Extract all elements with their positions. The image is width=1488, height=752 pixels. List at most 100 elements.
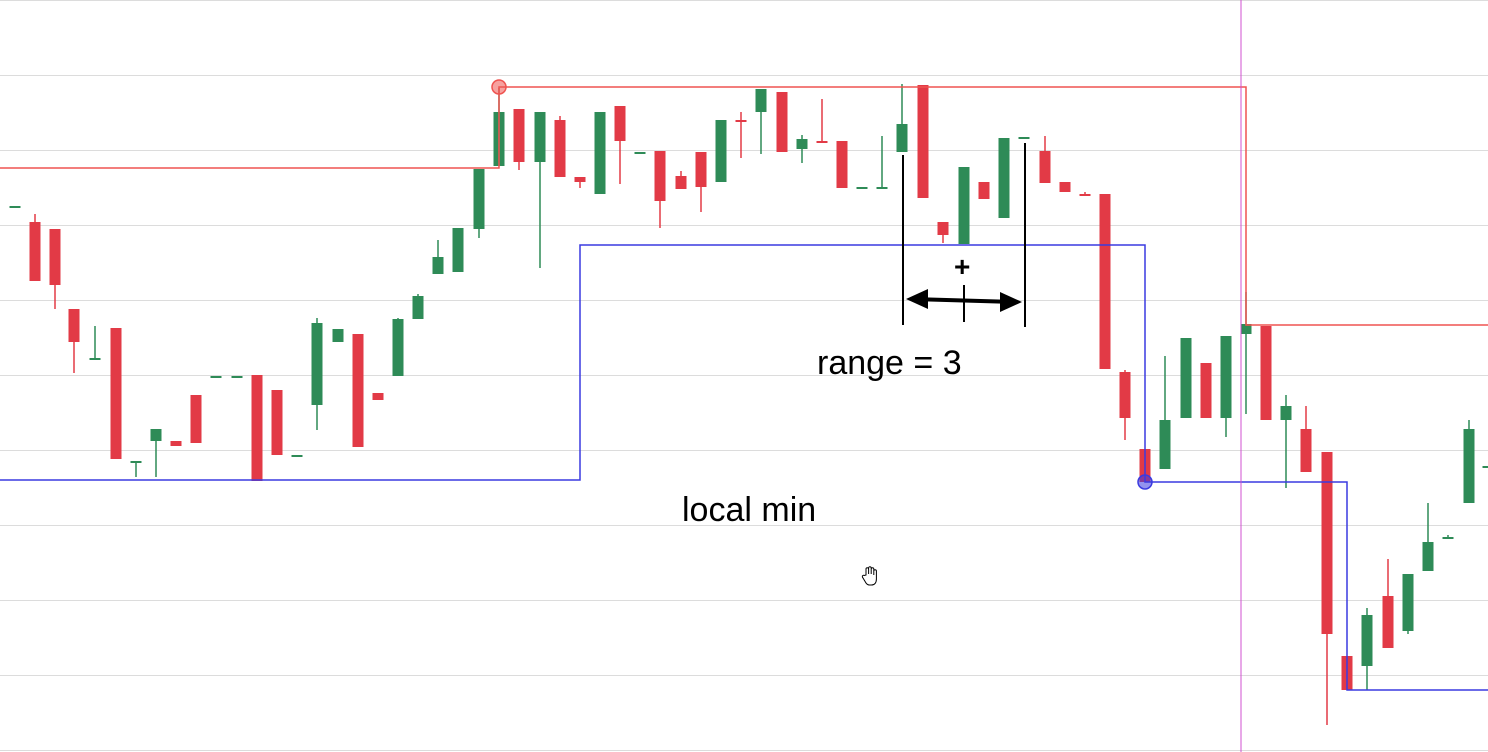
candle-body <box>170 441 182 446</box>
candle-body <box>998 138 1010 218</box>
candle-body <box>332 329 344 342</box>
candle-body <box>29 222 41 281</box>
candle-body <box>554 120 566 177</box>
candle <box>917 85 929 198</box>
candle <box>332 329 344 342</box>
candle <box>594 112 606 194</box>
range-label: range = 3 <box>817 344 962 382</box>
candle-body <box>89 358 101 360</box>
candle-body <box>1159 420 1171 469</box>
local-min-label: local min <box>682 491 816 529</box>
candle-body <box>634 152 646 154</box>
candle <box>1099 194 1111 369</box>
candle <box>836 141 848 188</box>
candle-body <box>190 395 202 443</box>
candle-body <box>1119 372 1131 418</box>
range-arrow-shaft <box>911 297 1016 304</box>
candle-body <box>1280 406 1292 420</box>
candle <box>998 138 1010 218</box>
candle-body <box>1361 615 1373 666</box>
candle-body <box>352 334 364 447</box>
candle <box>392 318 404 376</box>
candle-body <box>150 429 162 441</box>
candle <box>574 177 586 188</box>
candle-body <box>9 206 21 208</box>
candle <box>473 169 485 238</box>
candle <box>1220 336 1232 437</box>
candle-body <box>1099 194 1111 369</box>
candle-body <box>1039 151 1051 183</box>
candle-body <box>1240 324 1252 334</box>
candle-body <box>675 176 687 189</box>
candle-body <box>392 319 404 376</box>
candle-body <box>614 106 626 141</box>
candle <box>1059 182 1071 192</box>
candle <box>513 109 525 170</box>
candle-body <box>836 141 848 188</box>
candle <box>554 116 566 177</box>
candle <box>1463 420 1475 503</box>
candle-body <box>958 167 970 244</box>
candle <box>634 152 646 154</box>
candle <box>614 106 626 184</box>
candle <box>1482 466 1488 468</box>
candle <box>210 376 222 378</box>
candle-body <box>1079 194 1091 196</box>
candle <box>534 112 546 268</box>
candle <box>1200 363 1212 418</box>
candle-body <box>1382 596 1394 648</box>
candle-body <box>534 112 546 162</box>
candle-body <box>917 85 929 198</box>
candle-body <box>1220 336 1232 418</box>
candle <box>311 318 323 430</box>
candle-body <box>1180 338 1192 418</box>
candle-body <box>291 455 303 457</box>
candle-body <box>1059 182 1071 192</box>
candle-body <box>68 309 80 342</box>
candle <box>1018 137 1030 139</box>
candle <box>29 214 41 281</box>
candle-body <box>1300 429 1312 472</box>
candle-body <box>412 296 424 319</box>
candle <box>715 120 727 182</box>
candle <box>937 222 949 243</box>
candle <box>412 294 424 319</box>
candle-body <box>978 182 990 199</box>
candle <box>695 152 707 212</box>
candle-body <box>1482 466 1488 468</box>
candle <box>1300 406 1312 472</box>
candle <box>675 171 687 189</box>
candle <box>130 461 142 477</box>
candle-body <box>695 152 707 187</box>
candle <box>876 136 888 189</box>
candle <box>1039 136 1051 183</box>
candle-body <box>755 89 767 112</box>
candle-body <box>452 228 464 272</box>
candle <box>896 84 908 152</box>
candle-body <box>513 109 525 162</box>
candle <box>68 309 80 373</box>
pivot-marker <box>1137 474 1153 490</box>
candle <box>9 206 21 208</box>
candle <box>352 334 364 447</box>
candle <box>1321 452 1333 725</box>
pivot-marker <box>491 79 507 95</box>
candle <box>170 441 182 446</box>
candle-body <box>1260 326 1272 420</box>
range-plus-label: + <box>954 251 970 282</box>
candle-body <box>574 177 586 182</box>
candle-body <box>594 112 606 194</box>
candle-body <box>796 139 808 149</box>
candle <box>271 390 283 455</box>
resistance-line <box>0 86 1488 326</box>
candle-body <box>937 222 949 235</box>
candle-body <box>49 229 61 285</box>
candle <box>958 167 970 244</box>
candle <box>1280 395 1292 488</box>
range-annotation: + range = 3 <box>817 143 1026 382</box>
candle-body <box>251 375 263 481</box>
candle <box>372 393 384 400</box>
candle-body <box>110 328 122 459</box>
